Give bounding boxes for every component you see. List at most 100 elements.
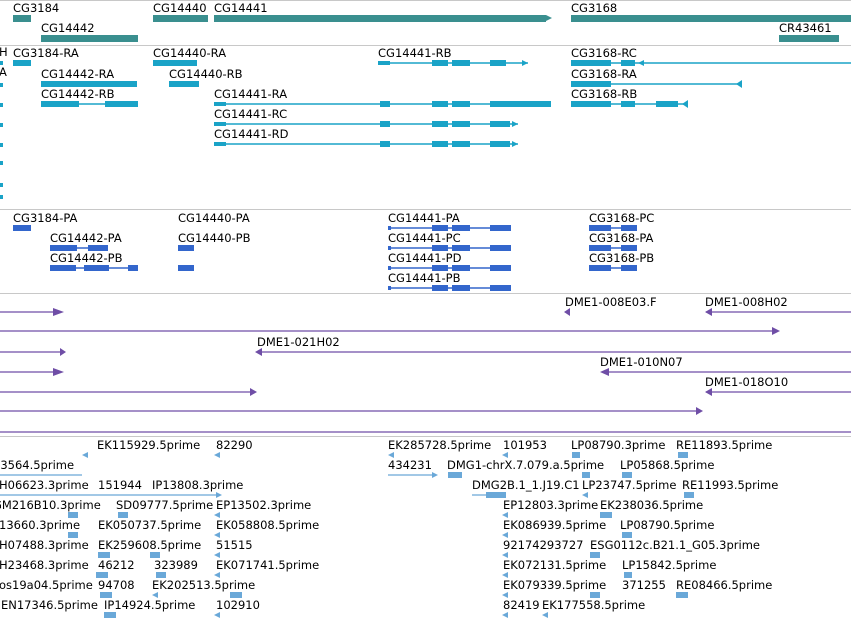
est-label[interactable]: 92174293727 [503,538,584,552]
est-label[interactable]: 434231 [388,458,432,472]
gene-label[interactable]: CG14442 [41,21,95,35]
est-label[interactable]: 13660.3prime [0,518,81,532]
protein-label[interactable]: CG14441-PB [388,271,461,285]
gene-feature-cg3168[interactable] [571,15,851,22]
track-separator [0,45,851,46]
transcript-label[interactable]: CG14442-RA [41,67,115,81]
est-label[interactable]: EK058808.5prime [216,518,320,532]
est-label[interactable]: IP13808.3prime [152,478,244,492]
gene-label[interactable]: CG3184 [13,1,60,15]
est-label[interactable]: SD09777.5prime [116,498,214,512]
est-label[interactable]: EP12803.3prime [503,498,599,512]
est-label[interactable]: H23468.3prime [0,558,89,572]
est-label[interactable]: GM216B10.3prime [0,498,101,512]
est-label[interactable]: EK072131.5prime [503,558,607,572]
est-label[interactable]: EK177558.5prime [542,598,646,612]
est-label[interactable]: EK086939.5prime [503,518,607,532]
est-label[interactable]: RE11893.5prime [676,438,773,452]
est-label[interactable]: ESG0112c.B21.1_G05.3prime [590,538,760,552]
est-label[interactable]: EK079339.5prime [503,578,607,592]
est-label[interactable]: 101953 [503,438,547,452]
clone-label[interactable]: DME1-018O10 [705,375,789,389]
clone-label[interactable]: DME1-008E03.F [565,295,657,309]
transcript-label[interactable]: CG14441-RA [214,87,288,101]
gene-label[interactable]: CG14440 [153,1,207,15]
protein-label[interactable]: CG14442-PA [50,231,122,245]
transcript-label[interactable]: CG14441-RC [214,107,288,121]
protein-track: CG3184-PA CG14440-PA CG14441-PA CG3168-P… [0,0,851,293]
est-label[interactable]: 102910 [216,598,260,612]
est-label[interactable]: IP14924.5prime [104,598,196,612]
est-label[interactable]: EK238036.5prime [600,498,704,512]
clone-track: DME1-008E03.F DME1-008H02 DME1-021H02 DM… [0,0,851,436]
protein-label[interactable]: CG14440-PA [178,211,250,225]
clone-glyphs[interactable] [0,0,851,436]
clone-label[interactable]: DME1-008H02 [705,295,788,309]
est-label[interactable]: LP08790.3prime [571,438,666,452]
gene-feature-cg14440[interactable] [153,15,208,22]
transcript-label[interactable]: CG14441-RB [378,46,452,60]
protein-label[interactable]: CG3168-PA [589,231,654,245]
est-label[interactable]: 51515 [216,538,253,552]
protein-glyphs[interactable] [0,0,851,293]
est-label[interactable]: 46212 [98,558,135,572]
transcript-glyphs[interactable] [0,0,851,209]
gene-feature-cg14442[interactable] [41,35,138,42]
transcript-track: H A [0,0,851,209]
est-label[interactable]: EK259608.5prime [98,538,202,552]
protein-label[interactable]: CG14440-PB [178,231,251,245]
gene-strand-arrow [546,15,552,21]
est-label[interactable]: LP15842.5prime [622,558,717,572]
est-label[interactable]: EK115929.5prime [97,438,201,452]
est-label[interactable]: EK285728.5prime [388,438,492,452]
transcript-label[interactable]: CG14440-RB [169,67,243,81]
est-label[interactable]: EP13502.3prime [216,498,312,512]
est-label[interactable]: LP05868.5prime [620,458,715,472]
transcript-label[interactable]: CG3168-RB [571,87,638,101]
gene-label[interactable]: CG14441 [214,1,268,15]
protein-label[interactable]: CG14441-PC [388,231,461,245]
protein-label[interactable]: CG14442-PB [50,251,123,265]
gene-feature-cr43461[interactable] [779,35,839,42]
est-label[interactable]: 151944 [98,478,142,492]
est-label[interactable]: 323989 [154,558,198,572]
est-label[interactable]: 94708 [98,578,135,592]
gene-label[interactable]: CG3168 [571,1,618,15]
gene-feature-cg14441[interactable] [214,15,546,22]
est-label[interactable]: EN17346.5prime [1,598,98,612]
est-label[interactable]: EK050737.5prime [98,518,202,532]
est-label[interactable]: 82290 [216,438,253,452]
clone-label[interactable]: DME1-021H02 [257,335,340,349]
protein-label[interactable]: CG3184-PA [13,211,78,225]
est-label[interactable]: H06623.3prime [0,478,89,492]
transcript-label[interactable]: CG3184-RA [13,46,79,60]
est-label[interactable]: LP23747.5prime [582,478,677,492]
transcript-label[interactable]: CG14441-RD [214,127,289,141]
protein-label[interactable]: CG3168-PB [589,251,655,265]
est-label[interactable]: EK071741.5prime [216,558,320,572]
est-label[interactable]: 371255 [622,578,666,592]
est-label[interactable]: RE08466.5prime [676,578,773,592]
protein-label[interactable]: CG14441-PA [388,211,460,225]
est-label[interactable]: 33564.5prime [0,458,75,472]
transcript-label[interactable]: CG14442-RB [41,87,115,101]
clone-label[interactable]: DME1-010N07 [600,355,683,369]
transcript-label[interactable]: CG3168-RC [571,46,637,60]
est-label[interactable]: H07488.3prime [0,538,89,552]
est-label[interactable]: DMG1-chrX.7.079.a.5prime [447,458,605,472]
protein-label[interactable]: CG14441-PD [388,251,462,265]
gene-feature-cg3184[interactable] [13,15,31,22]
est-label[interactable]: os19a04.5prime [0,578,93,592]
est-label[interactable]: 82419 [503,598,540,612]
transcript-label[interactable]: CG14440-RA [153,46,227,60]
gene-label[interactable]: CR43461 [779,21,832,35]
est-label[interactable]: DMG2B.1_1.J19.C1 [472,478,580,492]
est-label[interactable]: LP08790.5prime [620,518,715,532]
protein-label[interactable]: CG3168-PC [589,211,655,225]
est-label[interactable]: RE11993.5prime [682,478,779,492]
est-label[interactable]: EK202513.5prime [152,578,256,592]
transcript-label[interactable]: CG3168-RA [571,67,637,81]
